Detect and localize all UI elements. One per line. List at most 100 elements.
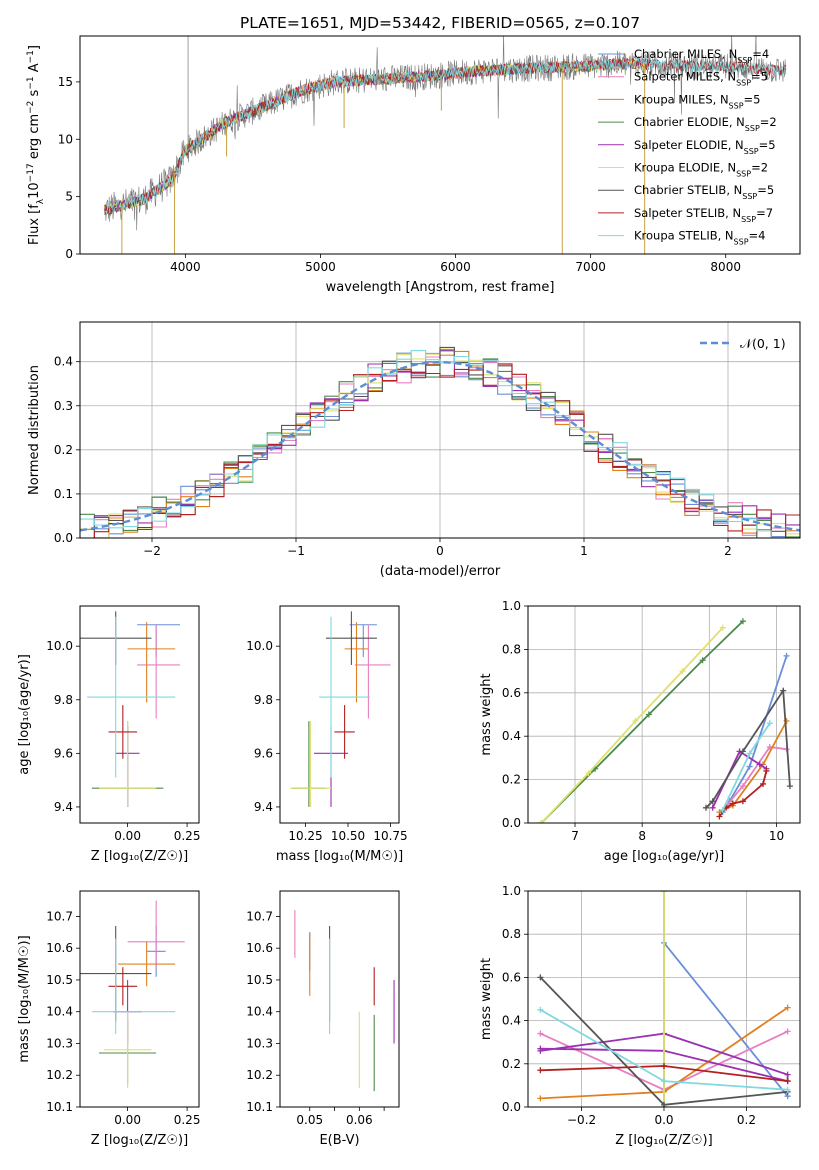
y-tick-label: 10.7 [46,909,73,923]
x-tick-label: 10.50 [331,829,365,843]
mass-weight-marker [784,1071,791,1078]
y-tick-label: 0.3 [54,399,73,413]
mass-weight-marker [709,804,716,811]
mass-weight-marker [746,763,753,770]
y-tick-label: 0.4 [502,729,521,743]
mass-weight-line [540,1032,789,1083]
y-tick-label: 10.4 [246,1005,273,1019]
y-tick-label: 0.8 [502,642,521,656]
mass-weight-marker [699,657,706,664]
legend-entry: Chabrier STELIB, NSSP=5 [634,183,774,201]
y-tick-label: 0.6 [502,686,521,700]
mass-weight-marker [756,761,763,768]
y-tick-label: 5 [65,190,73,204]
y-tick-label: 0.2 [502,1057,521,1071]
y-tick-label: 10.6 [246,941,273,955]
mass-weight-marker [585,770,592,777]
x-tick-label: 9 [706,829,714,843]
mass-weight-marker [786,783,793,790]
mass-weight-marker [679,668,686,675]
legend-entry: 𝒩(0, 1) [740,336,786,351]
residual-histogram-step [80,363,800,538]
y-axis-label: mass weight [479,958,494,1040]
x-axis-label: Z [log₁₀(Z/Z☉)] [91,1133,188,1148]
model-spectrum-line [104,57,787,214]
mass-weight-marker [739,798,746,805]
x-tick-label: 0.00 [114,829,141,843]
y-tick-label: 10 [58,132,73,146]
y-tick-label: 10.0 [246,639,273,653]
x-tick-label: 1 [580,544,588,558]
mass-weight-line [540,627,724,823]
y-tick-label: 10.1 [46,1100,73,1114]
y-tick-label: 15 [58,75,73,89]
age-vs-mass-axes: 10.25 10.50 10.75 9.4 9.6 9.8 10.0 mass [log₁₀(… [246,605,408,864]
mass-weight-marker [763,767,770,774]
x-axis-label: E(B-V) [319,1133,359,1148]
mass-weight-marker [746,750,753,757]
y-tick-label: 1.0 [502,884,521,898]
spectrum-plot-area [103,36,787,254]
y-tick-label: 0.0 [502,1100,521,1114]
mass-weight-marker [538,820,545,823]
figure-title: PLATE=1651, MJD=53442, FIBERID=0565, z=0… [240,14,640,32]
x-tick-label: 0.00 [114,1113,141,1127]
mass-weight-line [663,942,789,1097]
mass-weight-marker [661,891,667,894]
mass-vs-Z-plot-area [80,900,185,1088]
mass-weight-marker [784,1078,791,1085]
y-tick-label: 0.4 [502,1014,521,1028]
axes-frame [527,605,801,824]
y-tick-label: 10.5 [46,973,73,987]
legend-entry: Kroupa STELIB, NSSP=4 [634,229,765,247]
y-axis-label: mass weight [479,673,494,755]
y-tick-label: 10.2 [246,1068,273,1082]
residuals-axes: −2 −1 0 1 2 0.0 0.1 0.2 0.3 0.4 (data-model)/error… [27,321,801,579]
y-tick-label: 9.8 [254,693,273,707]
y-axis-label: Normed distribution [27,365,42,495]
mass-weight-marker [766,720,773,727]
gaussian-reference-line [80,360,800,532]
legend-entry: Chabrier MILES, NSSP=4 [634,47,769,65]
y-tick-label: 1.0 [502,599,521,613]
legend-entry: Kroupa ELODIE, NSSP=2 [634,161,768,179]
mass-weight-marker [537,974,544,981]
mass-vs-Z-axes: 0.00 0.25 10.1 10.2 10.3 10.4 10.5 10.6 10.7 Z [l… [17,890,200,1148]
x-tick-label: −1 [287,544,305,558]
mass-weight-line [722,746,787,811]
x-tick-label: 5000 [305,260,336,274]
mass-weight-marker [760,780,767,787]
mass-weight-marker [739,618,746,625]
y-tick-label: 0.6 [502,970,521,984]
model-spectrum-line [103,58,645,216]
mass-vs-EBV-axes: 0.05 0.06 10.1 10.2 10.3 10.4 10.5 10.6 10.7 E(B-… [246,890,400,1148]
mass-weight-marker [661,1062,667,1069]
y-axis-label: mass [log₁₀(M/M☉)] [17,935,32,1062]
y-tick-label: 9.4 [54,800,73,814]
axes-frame [279,890,400,1108]
mass-weight-marker [784,1004,791,1011]
y-tick-label: 9.6 [254,746,273,760]
legend-entry: Salpeter MILES, NSSP=5 [634,70,768,88]
x-tick-label: 0.0 [654,1113,673,1127]
age-vs-Z-plot-area [80,611,180,807]
x-tick-label: −0.2 [567,1113,596,1127]
y-tick-label: 0.8 [502,927,521,941]
weight-vs-age-axes: 7 8 9 10 0.0 0.2 0.4 0.6 0.8 1.0 age [log₁₀(age/yr… [479,599,801,864]
mass-weight-line [705,687,791,809]
x-tick-label: −2 [143,544,161,558]
mass-weight-marker [780,687,787,694]
model-spectrum-line [103,57,645,217]
x-axis-label: Z [log₁₀(Z/Z☉)] [615,1133,712,1148]
y-axis-label: Flux [fλ10−17 erg cm−2 s−1 A−1] [26,45,46,245]
x-tick-label: 6000 [440,260,471,274]
x-tick-label: 0.25 [174,829,201,843]
residual-histogram-step [80,346,800,538]
age-vs-mass-plot-area [290,611,391,807]
mass-weight-marker [729,800,736,807]
mass-weight-marker [645,711,652,718]
legend-entry: Kroupa MILES, NSSP=5 [634,92,760,110]
y-tick-label: 0.2 [54,443,73,457]
x-tick-label: 0.05 [296,1113,323,1127]
